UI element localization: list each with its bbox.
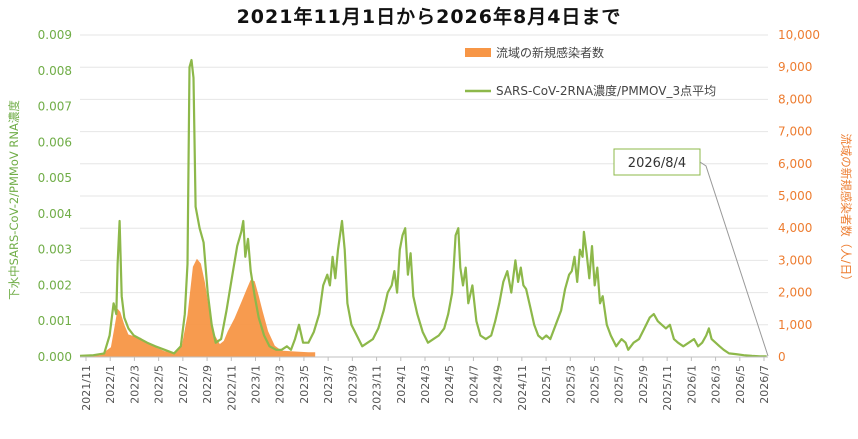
right-tick-label: 8,000 <box>778 92 812 106</box>
x-tick-label: 2024/9 <box>492 365 505 404</box>
left-tick-label: 0.007 <box>38 100 72 114</box>
x-tick-label: 2026/7 <box>758 365 771 404</box>
x-tick-label: 2026/1 <box>685 365 698 404</box>
legend-label-line: SARS-CoV-2RNA濃度/PMMOV_3点平均 <box>496 83 716 98</box>
x-tick-label: 2025/1 <box>540 365 553 404</box>
legend-label-area: 流域の新規感染者数 <box>496 45 604 60</box>
left-tick-label: 0.000 <box>38 350 72 364</box>
x-tick-label: 2023/9 <box>346 365 359 404</box>
right-tick-label: 7,000 <box>778 125 812 139</box>
right-tick-label: 2,000 <box>778 286 812 300</box>
x-tick-label: 2022/9 <box>201 365 214 404</box>
left-tick-label: 0.006 <box>38 135 72 149</box>
x-tick-label: 2026/3 <box>710 365 723 404</box>
x-tick-label: 2025/9 <box>637 365 650 404</box>
x-tick-label: 2022/1 <box>104 365 117 404</box>
rna-line <box>79 58 767 358</box>
x-tick-label: 2023/1 <box>250 365 263 404</box>
x-tick-label: 2025/11 <box>661 365 674 411</box>
x-tick-label: 2022/11 <box>225 365 238 411</box>
callout-leader <box>699 161 769 357</box>
chart-title: 2021年11月1日から2026年8月4日まで <box>236 6 622 28</box>
x-tick-label: 2025/5 <box>589 365 602 404</box>
x-tick-label: 2022/3 <box>128 365 141 404</box>
x-tick-label: 2023/11 <box>371 365 384 411</box>
right-tick-label: 4,000 <box>778 221 812 235</box>
x-tick-label: 2022/5 <box>153 365 166 404</box>
right-tick-label: 9,000 <box>778 60 812 74</box>
x-tick-label: 2023/7 <box>322 365 335 404</box>
right-tick-label: 3,000 <box>778 253 812 267</box>
left-tick-label: 0.003 <box>38 243 72 257</box>
left-tick-label: 0.002 <box>38 278 72 292</box>
x-tick-label: 2024/5 <box>443 365 456 404</box>
left-tick-label: 0.004 <box>38 207 72 221</box>
left-axis-title: 下水中SARS-CoV-2/PMMoV RNA濃度 <box>7 100 21 300</box>
x-tick-label: 2026/5 <box>734 365 747 404</box>
right-tick-label: 1,000 <box>778 318 812 332</box>
left-tick-label: 0.005 <box>38 171 72 185</box>
left-tick-label: 0.001 <box>38 314 72 328</box>
left-tick-label: 0.009 <box>38 28 72 42</box>
right-tick-label: 10,000 <box>778 28 820 42</box>
left-tick-label: 0.008 <box>38 64 72 78</box>
x-tick-label: 2023/5 <box>298 365 311 404</box>
right-tick-label: 6,000 <box>778 157 812 171</box>
legend-swatch-area <box>465 48 491 57</box>
infection-area <box>80 258 316 357</box>
right-axis-title: 流域の新規感染者数（人/日） <box>839 133 853 286</box>
x-tick-label: 2021/11 <box>80 365 93 411</box>
x-tick-label: 2023/3 <box>274 365 287 404</box>
right-tick-label: 0 <box>778 350 786 364</box>
callout-label: 2026/8/4 <box>628 156 686 171</box>
x-tick-label: 2024/3 <box>419 365 432 404</box>
right-tick-label: 5,000 <box>778 189 812 203</box>
x-tick-label: 2025/3 <box>564 365 577 404</box>
x-tick-label: 2025/7 <box>613 365 626 404</box>
x-tick-label: 2022/7 <box>177 365 190 404</box>
callout-box <box>613 148 701 176</box>
x-tick-label: 2024/11 <box>516 365 529 411</box>
x-tick-label: 2024/7 <box>467 365 480 404</box>
x-tick-label: 2024/1 <box>395 365 408 404</box>
